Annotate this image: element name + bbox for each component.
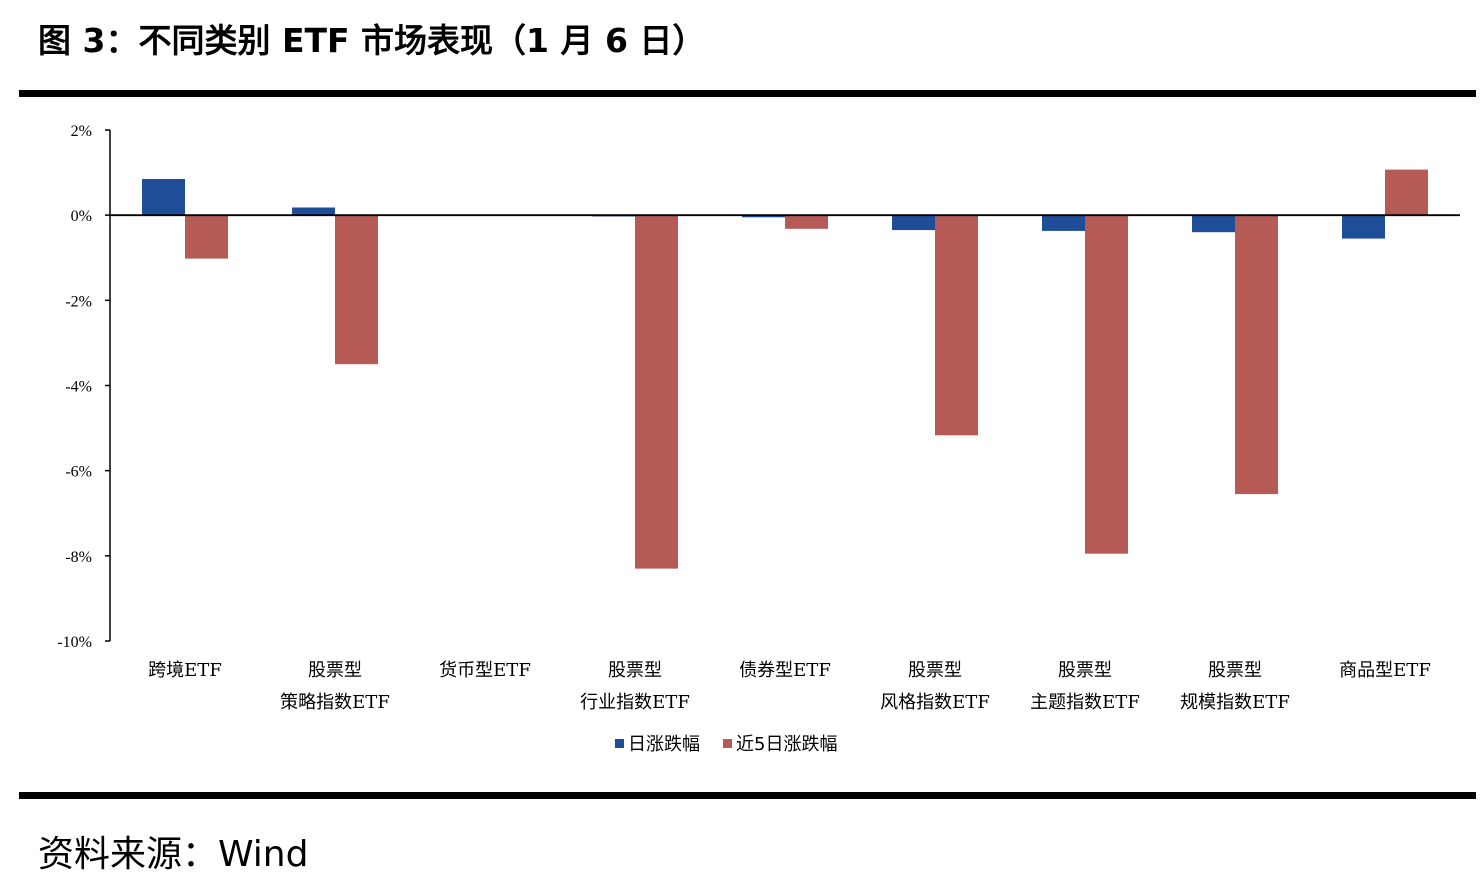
bar-five-day-9 [1385, 169, 1428, 216]
category-label: 跨境ETF [148, 660, 222, 681]
category-label: 股票型 [1058, 660, 1112, 681]
legend: 日涨跌幅 近5日涨跌幅 [615, 734, 837, 755]
bar-five-day-7 [1085, 215, 1128, 554]
bar-daily-9 [1342, 215, 1385, 239]
category-label: 股票型 [908, 660, 962, 681]
y-tick-label: -6% [65, 464, 92, 481]
y-tick-label: -2% [65, 293, 92, 310]
y-tick-label: 0% [71, 208, 92, 225]
category-label: 策略指数ETF [280, 692, 390, 713]
bar-daily-6 [892, 215, 935, 231]
bar-five-day-6 [935, 215, 978, 436]
legend-swatch [615, 739, 624, 748]
y-tick-label: -10% [57, 634, 92, 651]
bar-five-day-2 [335, 215, 378, 365]
y-tick-label: -8% [65, 549, 92, 566]
legend-label: 近5日涨跌幅 [736, 734, 837, 755]
bar-daily-2 [292, 207, 335, 216]
category-label: 商品型ETF [1339, 660, 1431, 681]
category-label: 风格指数ETF [880, 692, 990, 713]
category-label: 股票型 [308, 660, 362, 681]
bottom-rule [19, 792, 1476, 799]
source-note: 资料来源：Wind [38, 834, 309, 875]
legend-label: 日涨跌幅 [628, 734, 700, 755]
bar-five-day-8 [1235, 215, 1278, 495]
category-label: 行业指数ETF [580, 692, 690, 713]
bar-daily-5 [742, 215, 785, 218]
bar-daily-8 [1192, 215, 1235, 233]
top-rule [19, 90, 1476, 97]
bars [142, 169, 1428, 569]
bar-daily-1 [142, 178, 185, 216]
category-label: 主题指数ETF [1030, 692, 1140, 713]
category-label: 债券型ETF [739, 660, 831, 681]
figure-title: 图 3：不同类别 ETF 市场表现（1 月 6 日） [38, 21, 706, 60]
bar-five-day-5 [785, 215, 828, 229]
y-axis: 2% 0% -2% -4% -6% -8% -10% [57, 123, 111, 651]
category-label: 股票型 [608, 660, 662, 681]
bar-five-day-4 [635, 215, 678, 569]
bar-daily-7 [1042, 215, 1085, 231]
category-label: 货币型ETF [439, 660, 531, 681]
bar-five-day-1 [185, 215, 228, 259]
legend-swatch [723, 739, 732, 748]
category-label: 规模指数ETF [1180, 692, 1290, 713]
category-label: 股票型 [1208, 660, 1262, 681]
y-tick-label: 2% [71, 123, 92, 140]
y-tick-label: -4% [65, 379, 92, 396]
